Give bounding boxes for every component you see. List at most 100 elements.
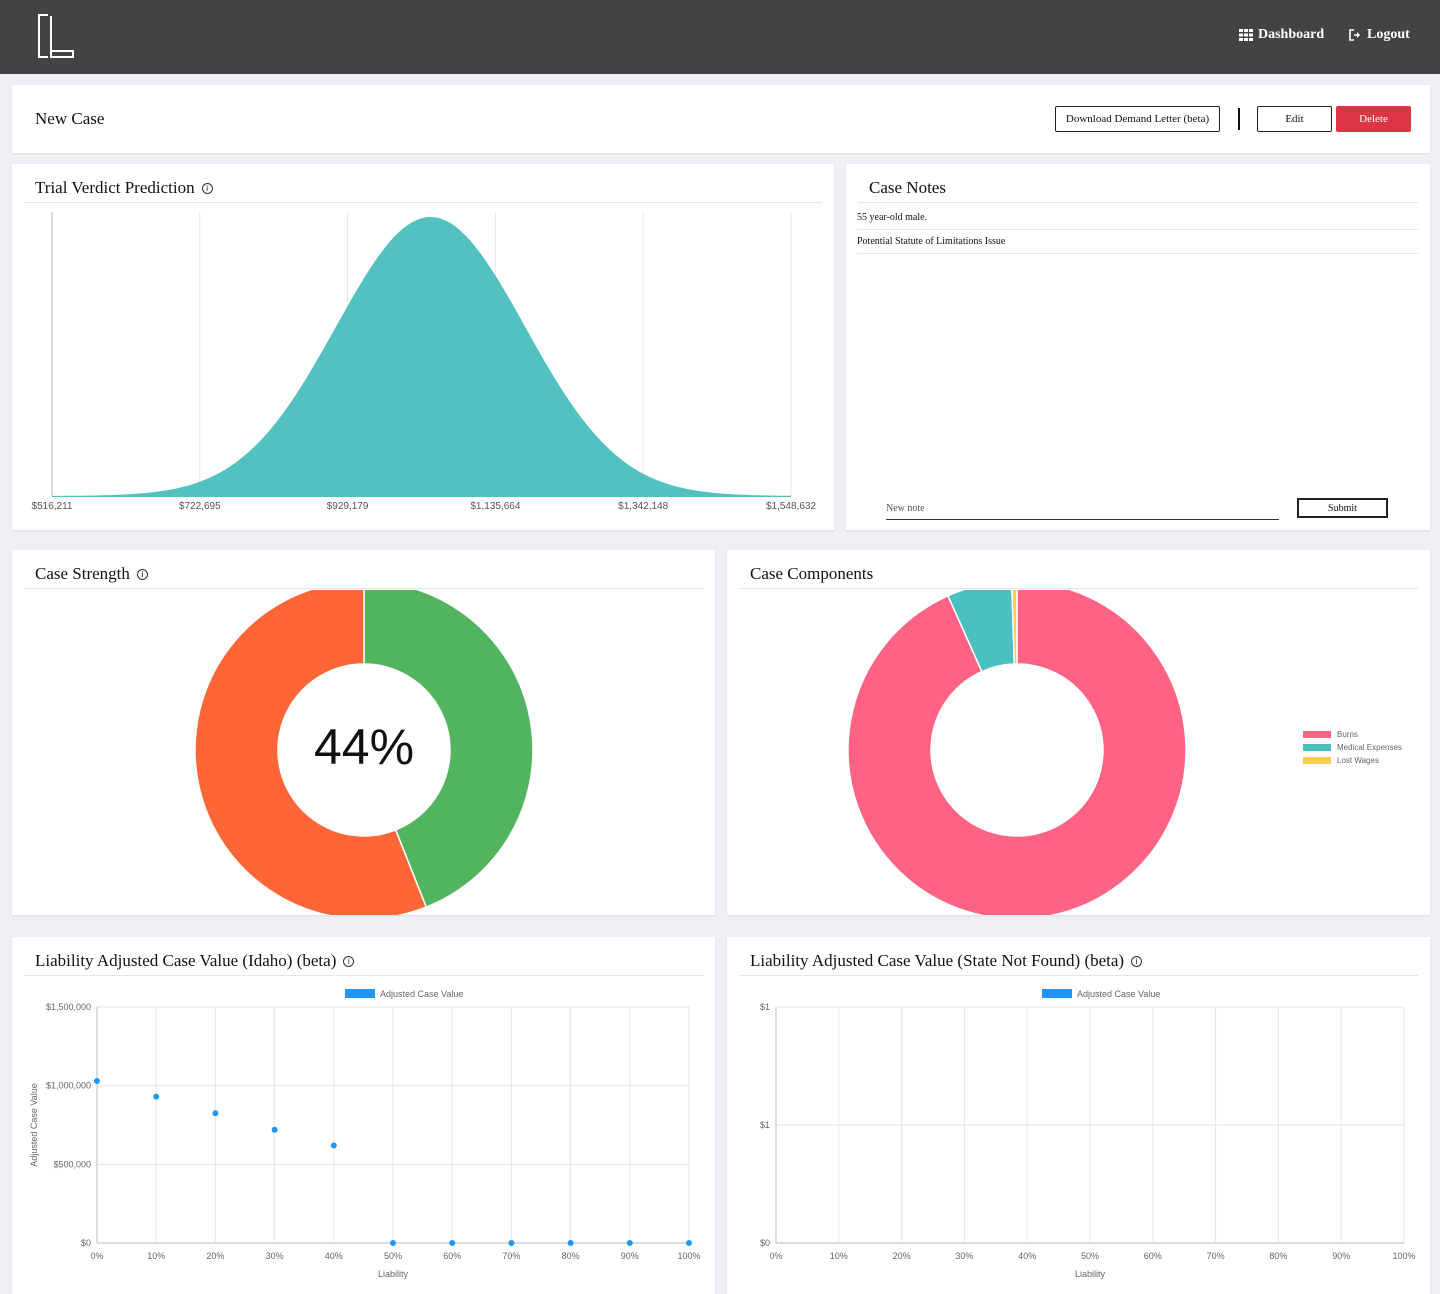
legend-swatch xyxy=(1042,989,1072,998)
x-tick-label: 70% xyxy=(502,1251,520,1261)
data-point xyxy=(212,1110,219,1117)
x-tick-label: 10% xyxy=(147,1251,165,1261)
logout-link[interactable]: Logout xyxy=(1349,27,1410,43)
x-tick-label: 70% xyxy=(1207,1251,1225,1261)
x-tick-label: $722,695 xyxy=(179,501,221,512)
x-tick-label: $929,179 xyxy=(327,501,369,512)
new-note-input[interactable] xyxy=(886,500,1279,520)
liability-idaho-chart: Adjusted Case Value $1,500,000 $1,000,000 $… xyxy=(29,989,701,1279)
y-axis-label: Adjusted Case Value xyxy=(29,1083,39,1166)
case-strength-card: Case Strength i 44% xyxy=(12,550,715,915)
submit-note-button[interactable]: Submit xyxy=(1297,498,1388,518)
x-tick-label: 30% xyxy=(266,1251,284,1261)
x-tick-label: 20% xyxy=(206,1251,224,1261)
x-tick-label: 40% xyxy=(325,1251,343,1261)
liability-other-card: Liability Adjusted Case Value (State Not… xyxy=(727,937,1430,1294)
info-icon[interactable]: i xyxy=(201,182,213,194)
edit-button[interactable]: Edit xyxy=(1257,106,1332,132)
x-tick-label: 0% xyxy=(769,1251,782,1261)
liability-other-title: Liability Adjusted Case Value (State Not… xyxy=(750,951,1143,971)
components-title: Case Components xyxy=(750,564,874,583)
x-tick-label: 90% xyxy=(621,1251,639,1261)
x-tick-label: $1,135,664 xyxy=(470,501,520,512)
legend-label: Lost Wages xyxy=(1337,756,1379,765)
sign-out-icon xyxy=(1349,29,1360,41)
grid-icon xyxy=(1239,29,1253,41)
x-axis-label: Liability xyxy=(1075,1269,1106,1279)
info-icon[interactable]: i xyxy=(1131,955,1143,967)
divider xyxy=(739,588,1418,589)
data-point xyxy=(449,1240,456,1246)
strength-title-text: Case Strength xyxy=(35,564,130,583)
download-demand-letter-button[interactable]: Download Demand Letter (beta) xyxy=(1055,106,1220,132)
components-legend: Burns Medical Expenses Lost Wages xyxy=(1303,730,1402,765)
legend-swatch xyxy=(1303,757,1331,764)
data-point xyxy=(567,1240,574,1246)
liability-idaho-title-text: Liability Adjusted Case Value (Idaho) (b… xyxy=(35,951,337,970)
verdict-title-text: Trial Verdict Prediction xyxy=(35,178,195,197)
top-navbar: Dashboard Logout xyxy=(0,0,1440,74)
component-slice xyxy=(946,590,1016,673)
component-slice xyxy=(1011,590,1018,665)
y-tick-label: $1,000,000 xyxy=(46,1081,91,1091)
y-tick-label: $1 xyxy=(760,1002,770,1012)
liability-idaho-card: Liability Adjusted Case Value (Idaho) (b… xyxy=(12,937,715,1294)
delete-button[interactable]: Delete xyxy=(1336,106,1411,132)
legend-swatch xyxy=(1303,731,1331,738)
x-tick-label: 50% xyxy=(384,1251,402,1261)
y-tick-label: $500,000 xyxy=(53,1159,91,1169)
strength-percentage: 44% xyxy=(313,719,415,775)
strength-slice xyxy=(194,590,428,915)
data-point xyxy=(94,1077,100,1084)
strength-chart xyxy=(194,590,534,915)
x-tick-label: 80% xyxy=(562,1251,580,1261)
legend-item[interactable]: Burns xyxy=(1303,730,1402,739)
x-tick-label: 100% xyxy=(1392,1251,1415,1261)
x-tick-label: 60% xyxy=(443,1251,461,1261)
components-chart xyxy=(847,590,1187,915)
info-icon[interactable]: i xyxy=(136,568,148,580)
legend-label: Adjusted Case Value xyxy=(1077,989,1160,999)
divider xyxy=(858,202,1418,203)
notes-title: Case Notes xyxy=(869,178,946,197)
case-notes-card: Case Notes 55 year-old male. Potential S… xyxy=(846,164,1430,530)
divider xyxy=(24,975,703,976)
x-tick-label: 0% xyxy=(90,1251,103,1261)
liability-other-chart: Adjusted Case Value $1 $1 $0 0% 10% 20% 30% 40% 5… xyxy=(760,989,1416,1279)
info-icon[interactable]: i xyxy=(343,955,355,967)
logout-label: Logout xyxy=(1367,27,1410,42)
y-tick-label: $1 xyxy=(760,1120,770,1130)
x-tick-label: 100% xyxy=(677,1251,700,1261)
y-tick-label: $0 xyxy=(81,1238,91,1248)
legend-swatch xyxy=(345,989,375,998)
divider xyxy=(24,202,822,203)
x-tick-label: $1,342,148 xyxy=(618,501,668,512)
verdict-card: Trial Verdict Prediction i $516,211 $722,… xyxy=(12,164,834,530)
legend-label: Medical Expenses xyxy=(1337,743,1402,752)
x-tick-label: 20% xyxy=(893,1251,911,1261)
liability-other-title-text: Liability Adjusted Case Value (State Not… xyxy=(750,951,1125,970)
verdict-distribution-area xyxy=(52,217,791,497)
legend-item[interactable]: Medical Expenses xyxy=(1303,743,1402,752)
x-tick-label: $1,548,632 xyxy=(766,501,816,512)
x-tick-label: 80% xyxy=(1269,1251,1287,1261)
data-point xyxy=(626,1240,633,1246)
logo[interactable] xyxy=(36,12,76,60)
verdict-chart: $516,211 $722,695 $929,179 $1,135,664 $1,342… xyxy=(32,212,816,512)
strength-title: Case Strength i xyxy=(35,564,148,584)
dashboard-link[interactable]: Dashboard xyxy=(1239,27,1324,43)
legend-item[interactable]: Lost Wages xyxy=(1303,756,1402,765)
x-tick-label: 90% xyxy=(1332,1251,1350,1261)
x-tick-label: 30% xyxy=(955,1251,973,1261)
liability-idaho-title: Liability Adjusted Case Value (Idaho) (b… xyxy=(35,951,355,971)
legend-swatch xyxy=(1303,744,1331,751)
note-item: 55 year-old male. xyxy=(857,206,1418,230)
dashboard-label: Dashboard xyxy=(1258,27,1325,42)
data-point xyxy=(330,1142,337,1149)
x-axis-label: Liability xyxy=(378,1269,409,1279)
verdict-title: Trial Verdict Prediction i xyxy=(35,178,213,198)
case-title: New Case xyxy=(35,109,105,128)
divider xyxy=(739,975,1418,976)
divider xyxy=(24,588,703,589)
x-tick-label: 50% xyxy=(1081,1251,1099,1261)
